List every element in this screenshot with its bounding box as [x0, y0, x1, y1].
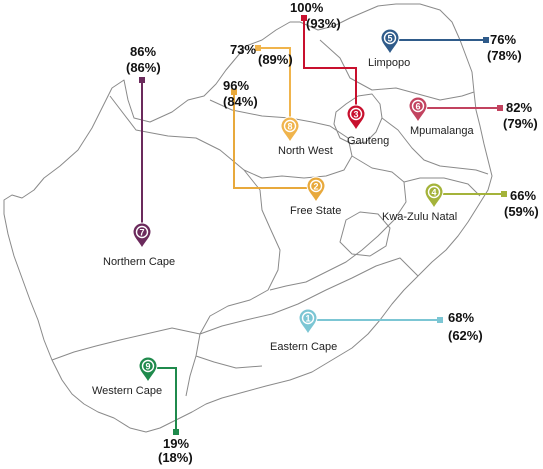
- eastern-cape-map-pin-icon[interactable]: 1: [298, 308, 318, 336]
- labels-layer: Eastern Cape 68% (62%) Free State 96%(84%) Ga…: [92, 0, 539, 465]
- kwazulu-natal-region-name: Kwa-Zulu Natal: [382, 211, 457, 223]
- limpopo-value: 76%: [490, 32, 516, 47]
- free-state-value-secondary: (84%): [223, 94, 258, 109]
- free-state-connector-line: [233, 92, 316, 189]
- western-cape-pin-number: 9: [145, 362, 150, 372]
- mpumalanga-map-pin-icon[interactable]: 6: [408, 96, 428, 124]
- mpumalanga-pin-number: 6: [415, 102, 420, 112]
- free-state-value: 96%: [223, 78, 249, 93]
- free-state-connector-endpoint: [231, 89, 237, 95]
- pins-layer: 1 2 3 4 5 6 7 8 9: [132, 28, 444, 384]
- gauteng-connector-line: [303, 18, 357, 116]
- north-west-region-name: North West: [278, 145, 333, 157]
- border-westerncape: [51, 327, 201, 361]
- eastern-cape-value-secondary: (62%): [448, 328, 483, 343]
- kwazulu-natal-value-secondary: (59%): [504, 204, 539, 219]
- western-cape-value-secondary: (18%): [158, 450, 193, 465]
- limpopo-value-secondary: (78%): [487, 48, 522, 63]
- northern-cape-map-pin-icon[interactable]: 7: [132, 222, 152, 250]
- gauteng-value: 100%: [290, 0, 324, 15]
- border-lesotho: [339, 211, 391, 257]
- limpopo-region-name: Limpopo: [368, 57, 410, 69]
- mpumalanga-value-secondary: (79%): [503, 116, 538, 131]
- kwazulu-natal-map-pin-icon[interactable]: 4: [424, 182, 444, 210]
- northern-cape-pin-number: 7: [139, 228, 144, 238]
- border-kzn: [403, 177, 481, 197]
- border-easterncape: [199, 257, 419, 335]
- free-state-map-pin-icon[interactable]: 2: [306, 176, 326, 204]
- north-west-pin-number: 8: [287, 122, 292, 132]
- eastern-cape-value: 68%: [448, 310, 474, 325]
- gauteng-region-name: Gauteng: [347, 135, 389, 147]
- western-cape-connector-line: [148, 367, 177, 432]
- border-northwest: [209, 99, 353, 179]
- north-west-connector-endpoint: [255, 45, 261, 51]
- kwazulu-natal-value: 66%: [510, 188, 536, 203]
- northern-cape-connector-endpoint: [139, 77, 145, 83]
- north-west-value: 73%: [230, 42, 256, 57]
- border-mpumalanga: [381, 117, 489, 175]
- border-limpopo: [319, 39, 475, 101]
- mpumalanga-region-name: Mpumalanga: [410, 125, 474, 137]
- western-cape-connector-endpoint: [173, 429, 179, 435]
- eastern-cape-connector-endpoint: [437, 317, 443, 323]
- kwazulu-natal-pin-number: 4: [431, 188, 436, 198]
- country-outline: [3, 3, 493, 433]
- western-cape-value: 19%: [163, 436, 189, 451]
- gauteng-value-secondary: (93%): [306, 16, 341, 31]
- western-cape-region-name: Western Cape: [92, 385, 162, 397]
- mpumalanga-connector-endpoint: [497, 105, 503, 111]
- north-west-connector-line: [258, 47, 291, 128]
- border-freestate: [269, 155, 407, 291]
- kwazulu-natal-connector-endpoint: [501, 191, 507, 197]
- free-state-region-name: Free State: [290, 205, 341, 217]
- western-cape-map-pin-icon[interactable]: 9: [138, 356, 158, 384]
- free-state-pin-number: 2: [313, 182, 318, 192]
- connector-lines: [139, 15, 507, 435]
- border-lowerwest: [195, 355, 263, 369]
- eastern-cape-pin-number: 1: [305, 314, 310, 324]
- north-west-map-pin-icon[interactable]: 8: [280, 116, 300, 144]
- gauteng-connector-endpoint: [301, 15, 307, 21]
- gauteng-map-pin-icon[interactable]: 3: [346, 104, 366, 132]
- gauteng-pin-number: 3: [353, 110, 358, 120]
- limpopo-map-pin-icon[interactable]: 5: [380, 28, 400, 56]
- north-west-value-secondary: (89%): [258, 52, 293, 67]
- eastern-cape-region-name: Eastern Cape: [270, 341, 337, 353]
- northern-cape-region-name: Northern Cape: [103, 256, 175, 268]
- limpopo-pin-number: 5: [387, 34, 392, 44]
- mpumalanga-value: 82%: [506, 100, 532, 115]
- northern-cape-value-secondary: (86%): [126, 60, 161, 75]
- northern-cape-value: 86%: [130, 44, 156, 59]
- limpopo-connector-endpoint: [483, 37, 489, 43]
